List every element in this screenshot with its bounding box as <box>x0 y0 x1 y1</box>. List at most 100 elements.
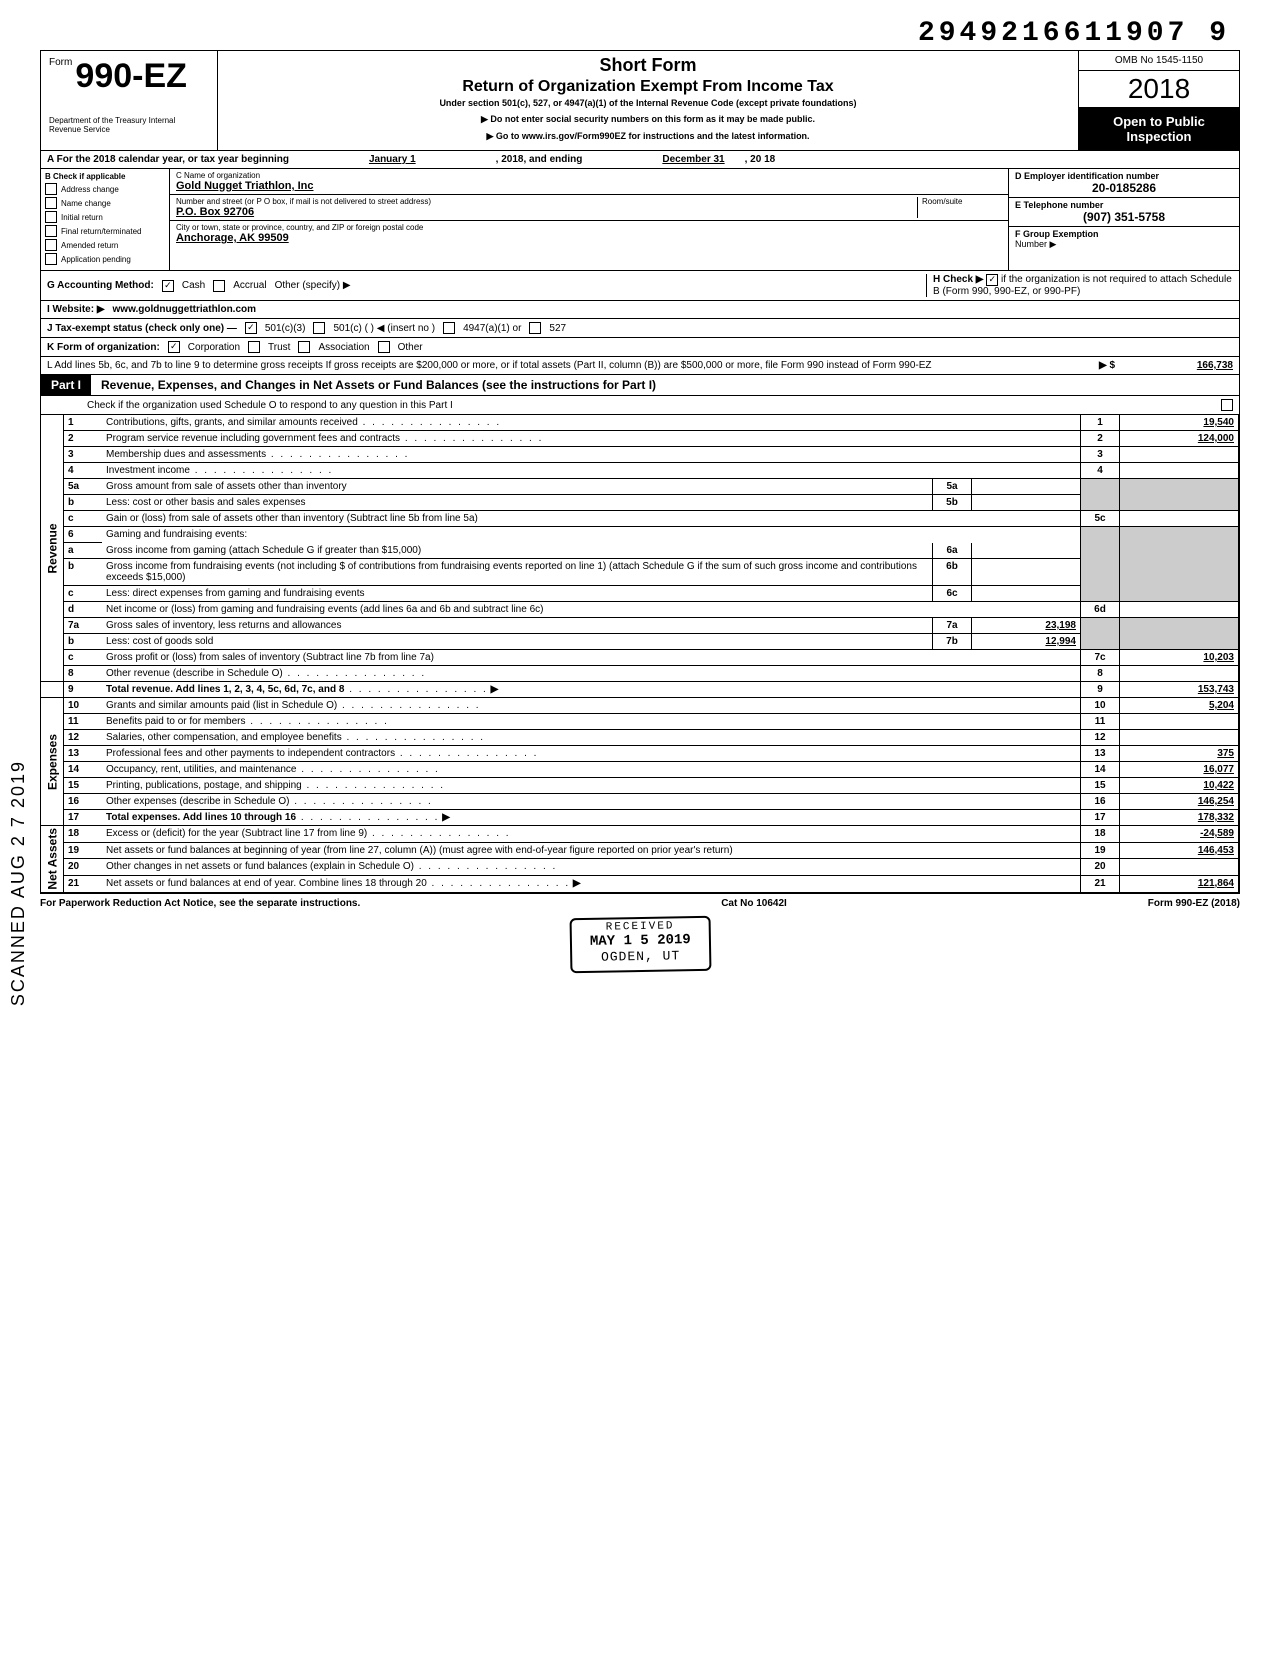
phone: (907) 351-5758 <box>1015 210 1233 224</box>
line-12: 12 Salaries, other compensation, and emp… <box>41 730 1239 746</box>
j-c-checkbox[interactable] <box>313 322 325 334</box>
k-assoc-checkbox[interactable] <box>298 341 310 353</box>
org-name: Gold Nugget Triathlon, Inc <box>176 180 1002 192</box>
ln-rnum: 9 <box>1081 682 1120 698</box>
ln-rnum: 4 <box>1081 463 1120 479</box>
g-other: Other (specify) ▶ <box>275 280 351 291</box>
checkbox-icon[interactable] <box>45 183 57 195</box>
k-corp-checkbox[interactable]: ✓ <box>168 341 180 353</box>
cash-checkbox[interactable]: ✓ <box>162 280 174 292</box>
line-20: 20 Other changes in net assets or fund b… <box>41 859 1239 876</box>
ln-rnum: 20 <box>1081 859 1120 876</box>
cb-initial-return: Initial return <box>45 211 165 223</box>
ln-rnum: 18 <box>1081 826 1120 843</box>
k-trust-checkbox[interactable] <box>248 341 260 353</box>
line-5c: c Gain or (loss) from sale of assets oth… <box>41 511 1239 527</box>
ln-mnum: 6a <box>933 543 972 559</box>
ln-rval: 10,203 <box>1120 650 1239 666</box>
line-19: 19 Net assets or fund balances at beginn… <box>41 842 1239 859</box>
checkbox-icon[interactable] <box>45 211 57 223</box>
row-k: K Form of organization: ✓ Corporation Tr… <box>40 338 1240 357</box>
j-a1-checkbox[interactable] <box>443 322 455 334</box>
ln-mval <box>972 586 1081 602</box>
h-checkbox[interactable]: ✓ <box>986 274 998 286</box>
ln-rnum: 12 <box>1081 730 1120 746</box>
received-loc: OGDEN, UT <box>590 948 691 965</box>
ln-desc: Other expenses (describe in Schedule O) <box>106 796 289 807</box>
ln-rnum: 1 <box>1081 415 1120 431</box>
part1-checkbox[interactable] <box>1221 399 1233 411</box>
received-stamp: RECEIVED MAY 1 5 2019 OGDEN, UT <box>569 915 711 972</box>
ln-rval: 124,000 <box>1120 431 1239 447</box>
arrow-icon: ▶ <box>573 878 581 889</box>
cb-address-change: Address change <box>45 183 165 195</box>
footer-right: Form 990-EZ (2018) <box>1148 898 1240 909</box>
cb-amended: Amended return <box>45 239 165 251</box>
received-date: MAY 1 5 2019 <box>589 932 690 950</box>
ln-num: 3 <box>64 447 103 463</box>
ln-num: 12 <box>64 730 103 746</box>
ln-mval <box>972 495 1081 511</box>
j-a1: 4947(a)(1) or <box>463 323 521 334</box>
b-header: B Check if applicable <box>45 172 165 181</box>
c-name: C Name of organization Gold Nugget Triat… <box>170 169 1008 195</box>
ln-num: a <box>64 543 103 559</box>
j-c3-checkbox[interactable]: ✓ <box>245 322 257 334</box>
org-street: P.O. Box 92706 <box>176 206 917 218</box>
footer-mid: Cat No 10642I <box>721 898 787 909</box>
ln-desc: Net assets or fund balances at end of ye… <box>106 878 427 889</box>
gray-cell <box>1120 618 1239 650</box>
ln-num: 7a <box>64 618 103 634</box>
ln-desc: Less: cost of goods sold <box>106 636 213 647</box>
line-6d: d Net income or (loss) from gaming and f… <box>41 602 1239 618</box>
header-right: OMB No 1545-1150 2018 Open to Public Ins… <box>1079 51 1239 150</box>
accrual-checkbox[interactable] <box>213 280 225 292</box>
f-label2: Number ▶ <box>1015 239 1056 249</box>
gray-cell <box>1120 479 1239 511</box>
d-box: D Employer identification number 20-0185… <box>1009 169 1239 198</box>
ln-num: c <box>64 586 103 602</box>
side-revenue: Revenue <box>41 415 64 682</box>
line-6b: b Gross income from fundraising events (… <box>41 559 1239 586</box>
j-c: 501(c) ( ) ◀ (insert no ) <box>333 323 435 334</box>
ln-mnum: 6b <box>933 559 972 586</box>
ln-num: 4 <box>64 463 103 479</box>
part1-check-text: Check if the organization used Schedule … <box>87 400 453 411</box>
part1-check: Check if the organization used Schedule … <box>40 396 1240 415</box>
c-city: City or town, state or province, country… <box>170 221 1008 246</box>
line-5b: b Less: cost or other basis and sales ex… <box>41 495 1239 511</box>
ln-num: 17 <box>64 810 103 826</box>
ln-rval: 146,453 <box>1120 842 1239 859</box>
ln-num: d <box>64 602 103 618</box>
checkbox-icon[interactable] <box>45 197 57 209</box>
ln-rval: -24,589 <box>1120 826 1239 843</box>
period-label: A For the 2018 calendar year, or tax yea… <box>47 154 289 165</box>
ln-rnum: 7c <box>1081 650 1120 666</box>
ln-mnum: 7b <box>933 634 972 650</box>
checkbox-icon[interactable] <box>45 225 57 237</box>
checkbox-icon[interactable] <box>45 253 57 265</box>
website: www.goldnuggettriathlon.com <box>113 304 257 315</box>
footer-left: For Paperwork Reduction Act Notice, see … <box>40 898 360 909</box>
i-label: I Website: ▶ <box>47 304 105 315</box>
line-3: 3 Membership dues and assessments 3 <box>41 447 1239 463</box>
ln-desc: Contributions, gifts, grants, and simila… <box>106 417 358 428</box>
ln-rval <box>1120 730 1239 746</box>
line-1: Revenue 1 Contributions, gifts, grants, … <box>41 415 1239 431</box>
title-short: Short Form <box>228 55 1068 76</box>
cb-label: Initial return <box>61 213 103 222</box>
k-other-checkbox[interactable] <box>378 341 390 353</box>
side-expenses: Expenses <box>41 698 64 826</box>
cb-app-pending: Application pending <box>45 253 165 265</box>
arrow-icon: ▶ <box>491 684 499 695</box>
line-6a: a Gross income from gaming (attach Sched… <box>41 543 1239 559</box>
title-arrow1: ▶ Do not enter social security numbers o… <box>228 114 1068 125</box>
line-10: Expenses 10 Grants and similar amounts p… <box>41 698 1239 714</box>
ln-desc: Gross income from fundraising events (no… <box>106 561 917 583</box>
j-527-checkbox[interactable] <box>529 322 541 334</box>
cb-label: Application pending <box>61 255 131 264</box>
checkbox-icon[interactable] <box>45 239 57 251</box>
period-end: December 31 <box>662 154 724 165</box>
ln-rnum: 8 <box>1081 666 1120 682</box>
lines-table-wrap: Revenue 1 Contributions, gifts, grants, … <box>40 415 1240 894</box>
